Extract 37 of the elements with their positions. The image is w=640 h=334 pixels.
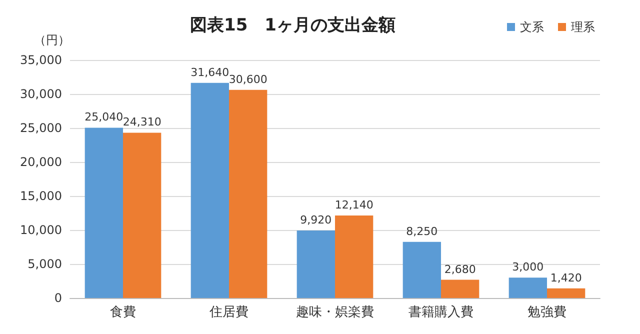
y-tick-label: 0 [54, 291, 62, 305]
x-tick-label: 書籍購入費 [408, 305, 474, 320]
y-tick-label: 15,000 [20, 189, 62, 203]
x-tick-label: 食費 [110, 305, 136, 320]
y-tick-label: 20,000 [20, 155, 62, 169]
bar [190, 82, 229, 298]
data-label: 31,640 [190, 66, 230, 79]
data-label: 25,040 [84, 110, 124, 124]
bar [335, 215, 374, 298]
data-label: 8,250 [406, 224, 438, 238]
bar [402, 242, 441, 298]
y-tick-label: 30,000 [20, 87, 62, 101]
bar [229, 90, 268, 298]
data-label: 2,680 [444, 262, 476, 276]
data-label: 3,000 [512, 260, 544, 274]
chart-title: 図表15 1ヶ月の支出金額 [190, 16, 396, 36]
data-label: 30,600 [228, 72, 268, 86]
y-axis-title: （円） [34, 33, 70, 47]
y-tick-label: 35,000 [20, 53, 62, 67]
x-tick-label: 趣味・娯楽費 [296, 305, 374, 320]
data-label: 1,420 [550, 271, 582, 284]
data-label: 12,140 [334, 198, 374, 212]
bar [508, 278, 547, 298]
x-tick-label: 勉強費 [528, 305, 566, 320]
data-label: 9,920 [300, 214, 332, 227]
bar [296, 230, 335, 298]
y-tick-label: 25,000 [20, 121, 62, 135]
x-tick-label: 住居費 [208, 305, 248, 320]
bar [441, 280, 480, 298]
data-label: 24,310 [122, 116, 162, 129]
legend-label: 理系 [571, 20, 595, 34]
y-tick-label: 10,000 [20, 223, 62, 237]
bar [547, 288, 586, 298]
legend-label: 文系 [520, 20, 544, 34]
bar [123, 132, 162, 298]
bar [84, 128, 123, 298]
y-tick-label: 5,000 [28, 257, 62, 271]
